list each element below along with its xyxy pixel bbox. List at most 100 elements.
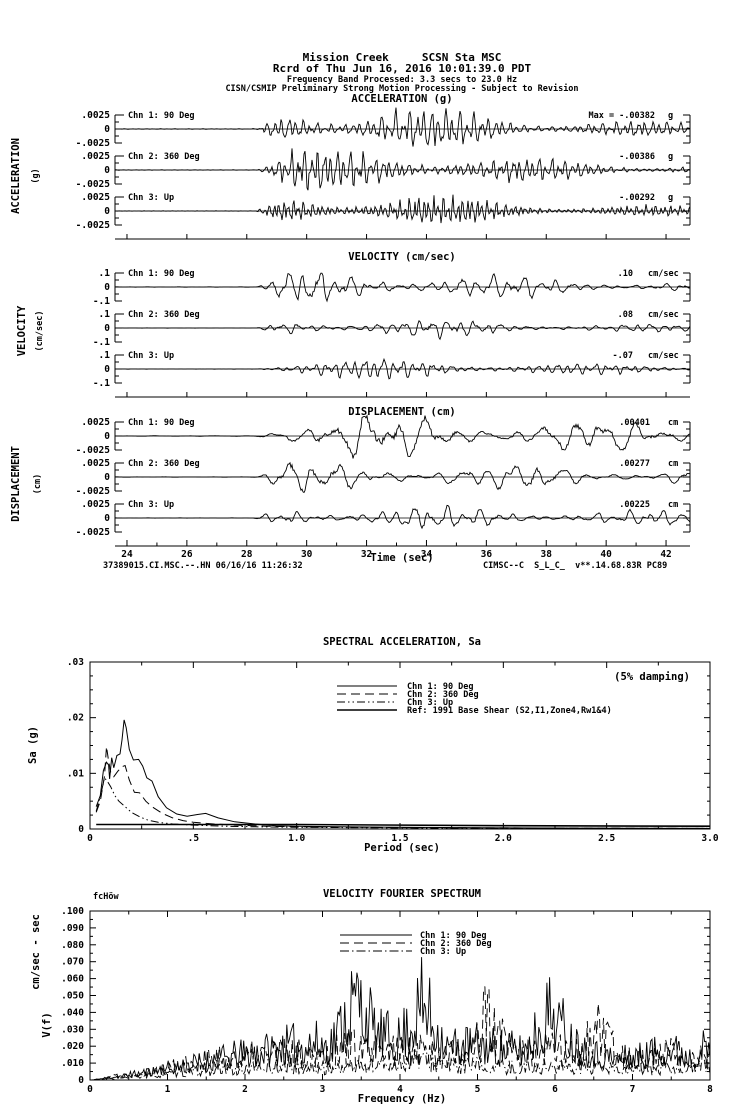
peak-value-label: -.00292	[619, 193, 655, 203]
y-tick-label: -.0025	[76, 527, 111, 538]
period-axis-label: Period (sec)	[364, 842, 440, 854]
vf-tick-label: .100	[61, 906, 84, 917]
vf-tick-label: 0	[78, 1075, 84, 1086]
peak-unit-label: g	[668, 111, 673, 121]
time-axis-label: Time (sec)	[370, 552, 434, 564]
y-tick-label: .0025	[81, 499, 110, 510]
peak-unit-label: cm/sec	[648, 310, 679, 320]
spectral-acceleration-title: SPECTRAL ACCELERATION, Sa	[322, 636, 482, 648]
y-tick-label: 0	[104, 431, 110, 442]
peak-value-label: -.07	[613, 351, 633, 361]
y-tick-label: -.0025	[76, 486, 111, 497]
time-tick-label: 24	[121, 549, 133, 560]
period-tick-label: 3.0	[701, 833, 718, 844]
y-tick-label: -.0025	[76, 220, 111, 231]
waveform-trace-velocity-ch2	[114, 319, 691, 341]
waveform-trace-displacement-ch3	[114, 504, 691, 530]
waveform-trace-acceleration-ch3	[114, 194, 691, 224]
period-tick-label: 2.5	[598, 833, 615, 844]
y-tick-label: 0	[104, 124, 110, 135]
processing-disclaimer: CISN/CSMIP Preliminary Strong Motion Pro…	[225, 84, 579, 94]
freq-tick-label: 3	[320, 1084, 326, 1095]
y-tick-label: 0	[104, 513, 110, 524]
displacement-axis-unit: (cm)	[32, 473, 43, 495]
peak-unit-label: cm/sec	[648, 269, 679, 279]
y-tick-label: 0	[104, 206, 110, 217]
record-id-footer: 37389015.CI.MSC.--.HN 06/16/16 11:26:32	[103, 561, 303, 571]
y-tick-label: -.0025	[76, 445, 111, 456]
peak-value-label: -.00386	[619, 152, 655, 162]
peak-value-label: .10	[618, 269, 633, 279]
waveform-trace-displacement-ch1	[114, 414, 691, 459]
peak-unit-label: g	[668, 193, 673, 203]
channel-label: Chn 2: 360 Deg	[128, 310, 200, 320]
freq-tick-label: 1	[165, 1084, 171, 1095]
channel-label: Chn 2: 360 Deg	[128, 459, 200, 469]
channel-label: Chn 3: Up	[128, 351, 174, 361]
frequency-band-note: Frequency Band Processed: 3.3 secs to 23…	[286, 75, 518, 85]
spectral-series-3	[95, 776, 711, 829]
waveform-trace-acceleration-ch2	[114, 148, 691, 191]
vf-tick-label: .090	[61, 923, 84, 934]
y-tick-label: .0025	[81, 110, 110, 121]
legend-label: Chn 3: Up	[407, 698, 453, 708]
waveform-trace-displacement-ch2	[114, 461, 691, 494]
legend-label: Chn 2: 360 Deg	[420, 939, 492, 949]
y-tick-label: -.0025	[76, 138, 111, 149]
processing-version-footer: CIMSC--C S_L_C_ v**.14.68.83R PC89	[483, 561, 668, 571]
frequency-axis-label: Frequency (Hz)	[357, 1093, 447, 1105]
y-tick-label: 0	[104, 323, 110, 334]
period-tick-label: 1.0	[288, 833, 305, 844]
time-tick-label: 40	[600, 549, 612, 560]
y-tick-label: 0	[104, 282, 110, 293]
period-tick-label: 2.0	[495, 833, 512, 844]
peak-unit-label: cm	[668, 418, 678, 428]
freq-tick-label: 5	[475, 1084, 481, 1095]
acceleration-panel-title: ACCELERATION (g)	[351, 93, 453, 105]
record-datetime: Rcrd of Thu Jun 16, 2016 10:01:39.0 PDT	[272, 62, 532, 75]
channel-label: Chn 3: Up	[128, 500, 174, 510]
period-tick-label: 1.5	[391, 833, 408, 844]
peak-value-label: .08	[618, 310, 633, 320]
spectral-series-4	[96, 823, 711, 827]
y-tick-label: .1	[99, 268, 111, 279]
velocity-axis-unit: (cm/sec)	[34, 310, 45, 352]
y-tick-label: -.1	[93, 378, 110, 389]
sa-tick-label: .02	[67, 713, 84, 724]
freq-tick-label: 8	[707, 1084, 713, 1095]
y-tick-label: .0025	[81, 417, 110, 428]
legend-label: Chn 1: 90 Deg	[407, 682, 474, 692]
vf-axis-label: V(f)	[40, 1012, 53, 1038]
spectral-series-1	[95, 719, 711, 829]
waveform-trace-velocity-ch1	[114, 272, 691, 303]
time-tick-label: 32	[361, 549, 372, 560]
y-tick-label: -.1	[93, 337, 110, 348]
velocity-panel-title: VELOCITY (cm/sec)	[348, 251, 456, 263]
legend-label: Chn 3: Up	[420, 947, 466, 957]
acceleration-axis-label: ACCELERATION	[9, 138, 22, 214]
period-tick-label: 0	[87, 833, 93, 844]
channel-label: Chn 1: 90 Deg	[128, 269, 195, 279]
freq-tick-label: 2	[242, 1084, 248, 1095]
channel-label: Chn 3: Up	[128, 193, 174, 203]
peak-unit-label: g	[668, 152, 673, 162]
vf-tick-label: .040	[61, 1007, 84, 1018]
freq-tick-label: 4	[397, 1084, 403, 1095]
sa-tick-label: .03	[67, 657, 84, 668]
freq-tick-label: 6	[552, 1084, 558, 1095]
sa-tick-label: .01	[67, 768, 84, 779]
fourier-spectrum-title: VELOCITY FOURIER SPECTRUM	[322, 888, 482, 900]
station-title: Mission Creek SCSN Sta MSC	[302, 51, 502, 64]
time-tick-label: 34	[421, 549, 433, 560]
y-tick-label: .1	[99, 309, 111, 320]
filter-corner-note: fcHöw	[93, 892, 119, 902]
plot-frame	[89, 661, 711, 830]
waveform-trace-velocity-ch3	[114, 357, 691, 380]
legend-label: Chn 1: 90 Deg	[420, 931, 487, 941]
fourier-series-3	[89, 1045, 711, 1081]
vf-tick-label: .080	[61, 940, 84, 951]
y-tick-label: 0	[104, 364, 110, 375]
legend-label: Ref: 1991 Base Shear (S2,I1,Zone4,Rw1&4)	[407, 706, 612, 716]
vf-tick-label: .030	[61, 1024, 84, 1035]
